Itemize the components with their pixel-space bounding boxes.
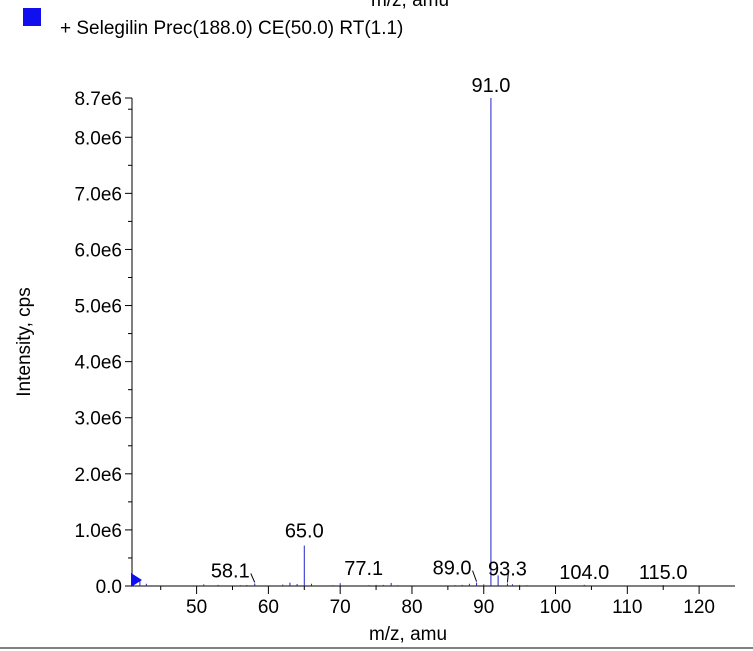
x-tick-label: 110 <box>612 597 642 618</box>
x-tick-label: 120 <box>683 597 715 618</box>
peak-leader-line <box>250 573 256 583</box>
x-axis-title: m/z, amu <box>369 624 447 645</box>
peak-label: 93.3 <box>488 558 527 580</box>
y-tick-label: 6.0e6 <box>74 240 122 261</box>
baseline-marker-icon[interactable] <box>131 573 142 587</box>
x-tick-label: 60 <box>258 597 279 618</box>
peak-label: 104.0 <box>559 562 609 584</box>
y-tick-label: 8.0e6 <box>74 128 122 149</box>
peak-leader-line <box>506 571 509 583</box>
peak-label: 77.1 <box>344 558 383 580</box>
peak-label: 65.0 <box>285 521 324 543</box>
y-tick-label: 5.0e6 <box>74 297 122 318</box>
y-tick-label: 3.0e6 <box>74 409 122 430</box>
x-tick-label: 50 <box>186 597 207 618</box>
y-tick-group: 0.0 1.0e6 2.0e6 3.0e6 4.0e6 5.0e6 6.0e6 7.0e6 8.… <box>74 89 132 598</box>
x-tick-label: 80 <box>401 597 422 618</box>
peak-label-group: 91.0 65.0 58.1 77.1 89.0 93.3 104.0 115.0 <box>211 75 688 584</box>
y-tick-label: 1.0e6 <box>74 521 122 542</box>
y-tick-label: 7.0e6 <box>74 184 122 205</box>
cutoff-xlabel-text: m/z, amu <box>371 0 449 11</box>
peak-label: 115.0 <box>639 562 688 584</box>
peak-label: 91.0 <box>471 75 510 97</box>
peak-label: 89.0 <box>433 558 472 580</box>
x-tick-label: 70 <box>330 597 351 618</box>
y-tick-label: 4.0e6 <box>74 353 122 374</box>
legend-label: + Selegilin Prec(188.0) CE(50.0) RT(1.1) <box>60 18 403 39</box>
legend-swatch <box>23 8 41 26</box>
peak-group <box>132 98 664 586</box>
x-tick-label: 90 <box>473 597 494 618</box>
y-axis-title: Intensity, cps <box>14 287 35 396</box>
y-tick-label: 2.0e6 <box>74 465 122 486</box>
x-tick-group: 50 60 70 80 90 100 110 120 <box>160 586 715 618</box>
x-tick-label: 100 <box>540 597 572 618</box>
peak-label: 58.1 <box>211 560 250 582</box>
y-tick-label: 0.0 <box>96 577 122 598</box>
y-tick-label: 8.7e6 <box>74 89 122 110</box>
peak-leader-line <box>472 570 478 582</box>
